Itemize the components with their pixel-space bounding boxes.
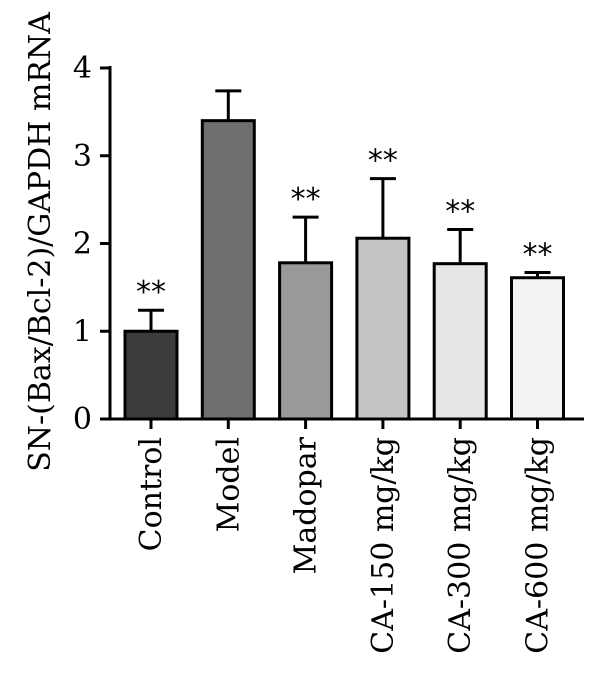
labels: Control Model Madopar CA-150 mg/kg CA-300 mg… [134,436,556,653]
bar-4 [432,262,488,421]
bars: ** ** ** ** ** [123,89,565,421]
bar-0 [123,329,179,421]
significance-marker-4: ** [445,194,475,229]
significance-marker-3: ** [368,144,398,179]
significance-marker-2: ** [291,182,321,217]
category-label-2: Madopar [289,436,324,574]
y-tick-label: 3 [73,139,92,174]
y-axis-label: SN-(Bax/Bcl-2)/GAPDH mRNA [23,12,58,472]
significance-marker-0: ** [136,275,166,310]
axes: 0 1 2 3 4 [73,51,584,437]
y-tick-label: 2 [73,227,92,262]
bar-3 [355,236,411,421]
bar-1 [200,119,256,421]
bar-5 [510,276,565,421]
category-label-0: Control [134,437,169,551]
bar-2 [278,261,334,421]
y-tick-label: 1 [73,314,92,349]
y-tick-label: 0 [73,402,92,437]
category-label-5: CA-600 mg/kg [521,437,556,654]
significance-marker-5: ** [523,237,553,272]
category-label-3: CA-150 mg/kg [366,437,401,654]
category-label-1: Model [211,437,246,532]
category-label-4: CA-300 mg/kg [443,437,478,654]
y-tick-label: 4 [73,51,92,86]
